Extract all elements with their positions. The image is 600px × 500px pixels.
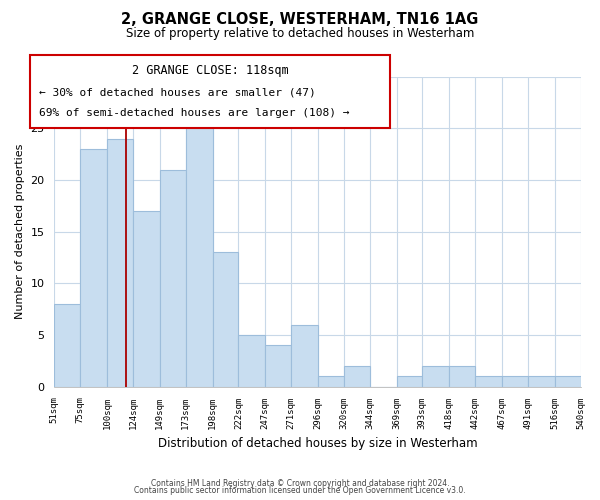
Bar <box>185 128 212 386</box>
Bar <box>238 335 265 386</box>
Text: Size of property relative to detached houses in Westerham: Size of property relative to detached ho… <box>126 28 474 40</box>
Bar <box>344 366 370 386</box>
Bar <box>318 376 344 386</box>
Text: Contains public sector information licensed under the Open Government Licence v3: Contains public sector information licen… <box>134 486 466 495</box>
Bar <box>55 304 80 386</box>
Bar <box>422 366 449 386</box>
Bar <box>80 149 107 386</box>
Bar <box>265 346 291 387</box>
Bar <box>449 366 475 386</box>
Bar <box>291 324 318 386</box>
Text: 69% of semi-detached houses are larger (108) →: 69% of semi-detached houses are larger (… <box>39 108 349 118</box>
Text: 2, GRANGE CLOSE, WESTERHAM, TN16 1AG: 2, GRANGE CLOSE, WESTERHAM, TN16 1AG <box>121 12 479 28</box>
Bar <box>397 376 422 386</box>
Text: 2 GRANGE CLOSE: 118sqm: 2 GRANGE CLOSE: 118sqm <box>131 64 289 77</box>
Bar <box>528 376 554 386</box>
Y-axis label: Number of detached properties: Number of detached properties <box>15 144 25 320</box>
Bar <box>133 211 160 386</box>
Text: ← 30% of detached houses are smaller (47): ← 30% of detached houses are smaller (47… <box>39 88 316 98</box>
Bar <box>475 376 502 386</box>
X-axis label: Distribution of detached houses by size in Westerham: Distribution of detached houses by size … <box>158 437 477 450</box>
Bar <box>502 376 528 386</box>
Text: Contains HM Land Registry data © Crown copyright and database right 2024.: Contains HM Land Registry data © Crown c… <box>151 478 449 488</box>
Bar <box>554 376 581 386</box>
Bar <box>212 252 238 386</box>
Bar <box>107 138 133 386</box>
Bar <box>160 170 185 386</box>
